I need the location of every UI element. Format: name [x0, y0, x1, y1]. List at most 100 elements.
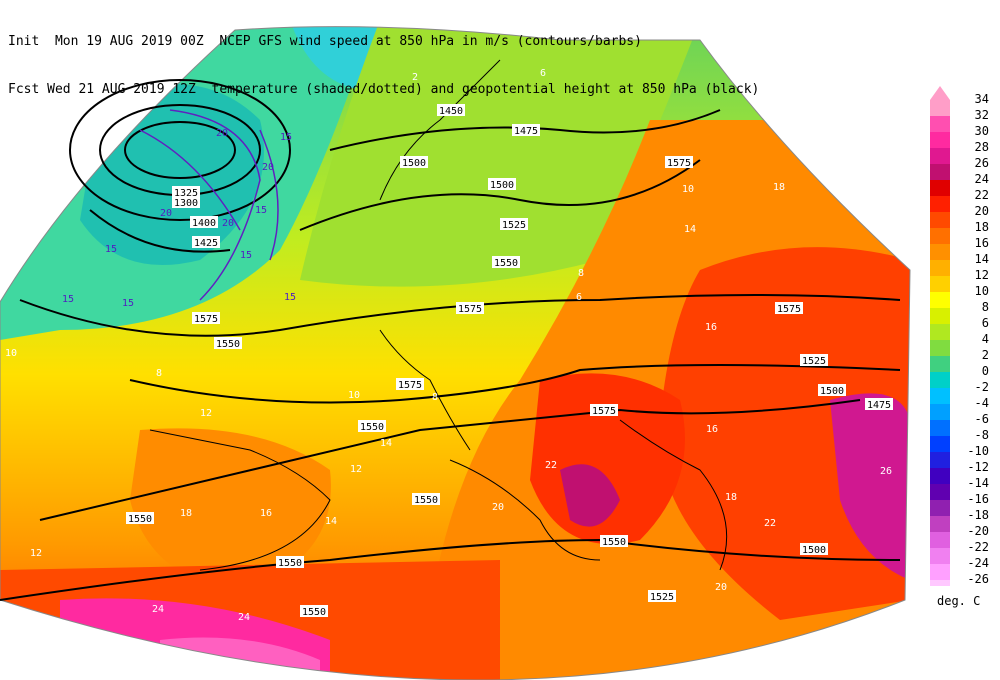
temp-label: 6	[540, 68, 546, 79]
wind-label: 15	[280, 132, 292, 143]
hot-core	[560, 464, 620, 527]
temp-label: 20	[715, 582, 727, 593]
colorbar-label: -10	[967, 444, 989, 458]
height-label: 1550	[216, 339, 240, 350]
colorbar-label: -6	[974, 412, 989, 426]
temp-label: 10	[348, 390, 360, 401]
colorbar-label: -12	[967, 460, 989, 474]
colorbar-swatch	[930, 100, 950, 116]
colorbar-label: 18	[974, 220, 989, 234]
temp-label: 20	[492, 502, 504, 513]
temp-label: 8	[578, 268, 584, 279]
height-label: 1575	[194, 314, 218, 325]
temp-label: 12	[200, 408, 212, 419]
colorbar-swatch	[930, 356, 950, 372]
colorbar-swatch	[930, 148, 950, 164]
colorbar-label: -4	[974, 396, 989, 410]
temp-label: 24	[152, 604, 164, 615]
colorbar-swatch	[930, 468, 950, 484]
temp-label: 18	[725, 492, 737, 503]
colorbar-label: -24	[967, 556, 989, 570]
colorbar-label: 30	[974, 124, 989, 138]
colorbar-swatch	[930, 484, 950, 500]
colorbar-label: 6	[981, 316, 989, 330]
temp-label: 22	[545, 460, 557, 471]
colorbar-label: 8	[981, 300, 989, 314]
height-label: 1500	[402, 158, 426, 169]
temp-labels: 2 6 8 10 12 14 16 18 20 22 24 14 12 10 8…	[5, 68, 892, 623]
temp-label: 6	[576, 292, 582, 303]
iberia-orange	[130, 428, 331, 590]
colorbar-swatch	[930, 212, 950, 228]
wind-label: 15	[240, 250, 252, 261]
colorbar-label: -16	[967, 492, 989, 506]
colorbar-swatch	[930, 260, 950, 276]
wind-label: 15	[255, 205, 267, 216]
colorbar-swatch	[930, 228, 950, 244]
colorbar-label: -14	[967, 476, 989, 490]
wind-label: 20	[262, 162, 274, 173]
colorbar-label: -26	[967, 572, 989, 586]
wind-label: 15	[105, 244, 117, 255]
height-label: 1550	[602, 537, 626, 548]
height-label: 1525	[650, 592, 674, 603]
temp-label: 22	[764, 518, 776, 529]
colorbar-swatch	[930, 500, 950, 516]
colorbar-label: 26	[974, 156, 989, 170]
colorbar-label: 10	[974, 284, 989, 298]
colorbar-swatch	[930, 180, 950, 196]
colorbar-swatch	[930, 324, 950, 340]
height-label: 1400	[192, 218, 216, 229]
height-labels: 1450 1475 1500 1500 1525 1550 1575 1575 …	[126, 104, 893, 618]
colorbar-label: -18	[967, 508, 989, 522]
temp-label: 8	[156, 368, 162, 379]
wind-labels: 20 20 15 15 20 15 15 15 20 15 15	[62, 128, 296, 309]
height-label: 1325	[174, 188, 198, 199]
temp-label: 12	[350, 464, 362, 475]
colorbar-swatch	[930, 404, 950, 420]
temp-label: 12	[30, 548, 42, 559]
wind-label: 20	[160, 208, 172, 219]
wind-label: 15	[62, 294, 74, 305]
map-header: Init Mon 19 AUG 2019 00Z NCEP GFS wind s…	[8, 2, 759, 114]
colorbar-swatch	[930, 292, 950, 308]
height-label: 1500	[802, 545, 826, 556]
temp-label: 16	[260, 508, 272, 519]
height-label: 1575	[398, 380, 422, 391]
colorbar-label: 22	[974, 188, 989, 202]
height-label: 1475	[514, 126, 538, 137]
height-label: 1475	[867, 400, 891, 411]
colorbar-label: 16	[974, 236, 989, 250]
height-label: 1575	[592, 406, 616, 417]
colorbar-swatch	[930, 308, 950, 324]
wind-label: 20	[222, 218, 234, 229]
height-label: 1425	[194, 238, 218, 249]
temp-label: 18	[773, 182, 785, 193]
colorbar-swatch	[930, 116, 950, 132]
header-line-init: Init Mon 19 AUG 2019 00Z NCEP GFS wind s…	[8, 34, 642, 49]
height-contours	[0, 79, 901, 601]
wind-label: 20	[216, 128, 228, 139]
temp-label: 16	[705, 322, 717, 333]
height-label: 1525	[502, 220, 526, 231]
colorbar-swatch	[930, 548, 950, 564]
temp-label: 14	[380, 438, 392, 449]
height-label: 1525	[802, 356, 826, 367]
height-label: 1575	[458, 304, 482, 315]
red-east	[659, 247, 910, 620]
temp-label: 24	[238, 612, 250, 623]
colorbar-swatch	[930, 516, 950, 532]
colorbar-swatch	[930, 532, 950, 548]
colorbar-swatch	[930, 244, 950, 260]
temp-label: 8	[432, 392, 438, 403]
colorbar-label: 20	[974, 204, 989, 218]
wind-contours	[139, 109, 279, 301]
height-label: 1550	[360, 422, 384, 433]
colorbar-label: 0	[981, 364, 989, 378]
colorbar-swatch	[930, 340, 950, 356]
colorbar-swatch	[930, 420, 950, 436]
height-label: 1575	[777, 304, 801, 315]
colorbar-label: -22	[967, 540, 989, 554]
colorbar	[930, 86, 950, 586]
